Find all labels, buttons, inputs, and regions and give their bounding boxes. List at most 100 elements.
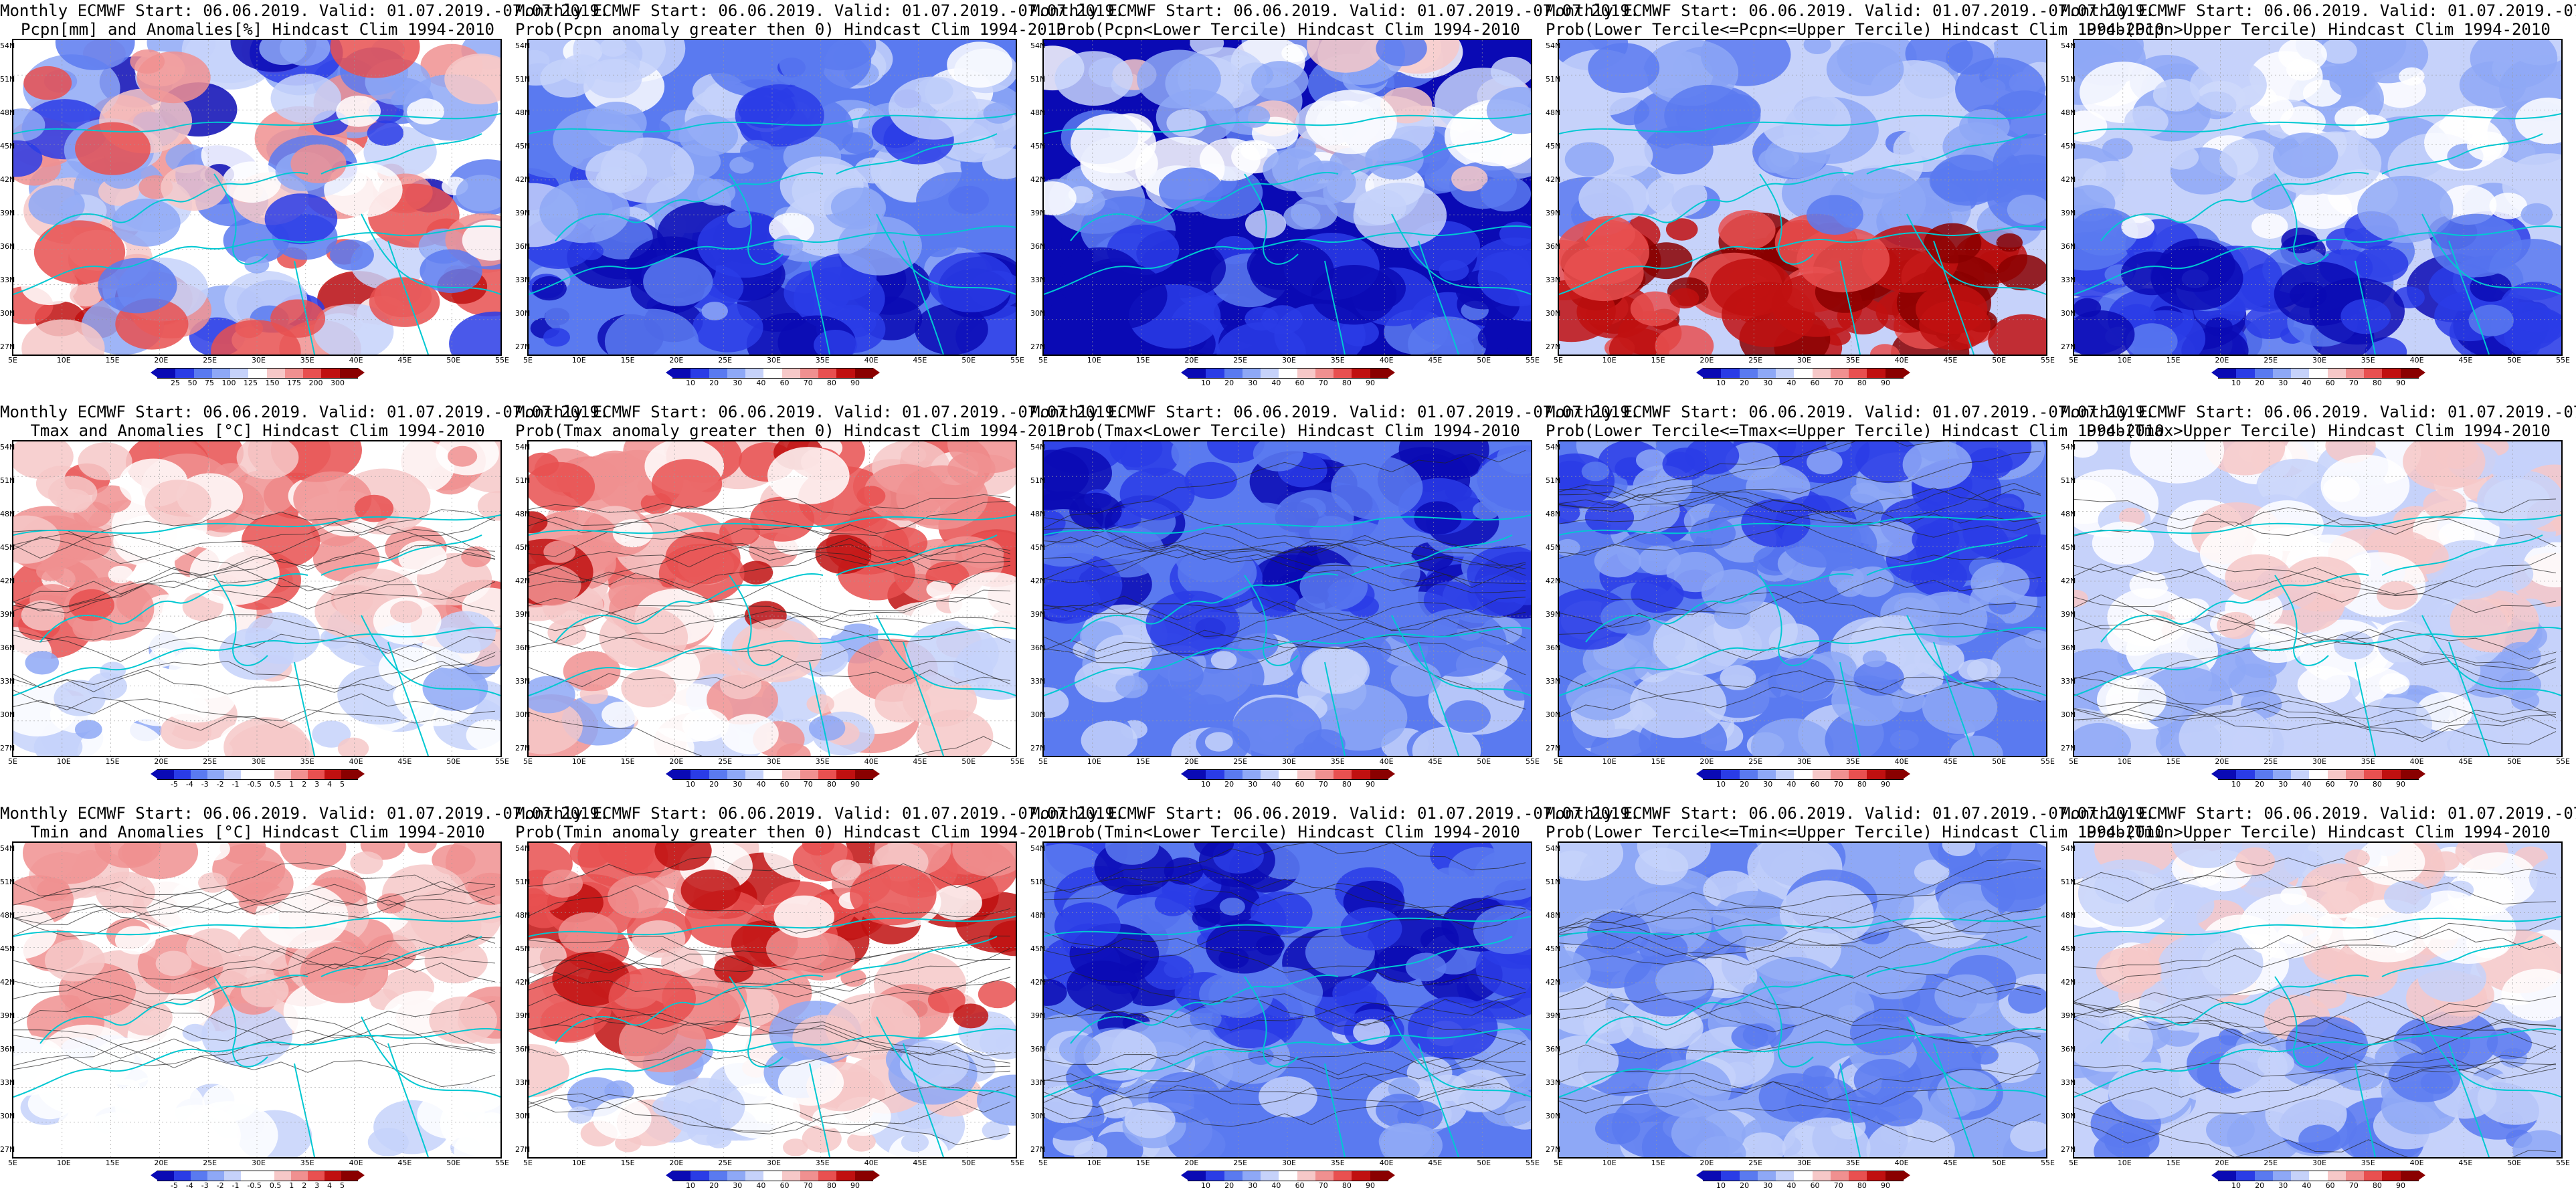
colorbar-segment: [1352, 368, 1370, 379]
field-blob: [931, 885, 982, 920]
lon-tick-label: 55E: [1010, 757, 1024, 766]
colorbar-segment: [2254, 1171, 2273, 1181]
field-blob: [1559, 950, 1591, 993]
contour-line: [1559, 908, 2041, 952]
lat-tick-label: 45N: [2061, 543, 2076, 552]
colorbar-segment: [1849, 1171, 1867, 1181]
lon-tick-label: 50E: [446, 356, 461, 365]
lat-tick-label: 45N: [1030, 142, 1046, 150]
contour-line: [13, 1017, 496, 1070]
field-blob: [98, 258, 177, 314]
field-blob: [228, 860, 294, 906]
colorbar-segment: [1206, 769, 1224, 780]
colorbar-segment: [1224, 1171, 1243, 1181]
field-blob: [2206, 1112, 2255, 1147]
field-blob: [189, 542, 280, 605]
field-blob: [1301, 646, 1368, 693]
colorbar-right-arrow: [1388, 1171, 1395, 1180]
field-blob: [1138, 653, 1204, 698]
lon-tick-label: 35E: [815, 1159, 830, 1167]
lat-tick-label: 30N: [2061, 309, 2076, 318]
coastline: [809, 1063, 830, 1157]
lat-tick-label: 48N: [515, 911, 531, 920]
field-blob: [2179, 704, 2274, 756]
colorbar-tick-label: 40: [1786, 1181, 1797, 1190]
panel-title: Monthly ECMWF Start: 06.06.2019. Valid: …: [1546, 1, 2165, 39]
lon-tick-label: 50E: [1477, 356, 1491, 365]
field-blob: [1408, 316, 1487, 355]
contour-line: [2074, 701, 2557, 722]
field-blob: [697, 179, 736, 206]
colorbar-segment: [836, 368, 855, 379]
coastline: [1559, 113, 2046, 134]
map-panel-r3c4: Monthly ECMWF Start: 06.06.2019. Valid: …: [1546, 803, 2165, 1204]
colorbar-ticks: -5 -4 -3 -2 -1 -0.5 0.5 1 2 3 4 5: [171, 780, 345, 789]
field-blob: [1252, 584, 1300, 617]
map-panel-r1c3: Monthly ECMWF Start: 06.06.2019. Valid: …: [1030, 0, 1639, 401]
field-blob: [293, 471, 372, 526]
field-blob: [460, 1043, 500, 1092]
lon-tick-label: 25E: [203, 757, 217, 766]
lon-tick-label: 5E: [1038, 757, 1048, 766]
coastline: [13, 1027, 500, 1098]
contour-line: [1044, 597, 1526, 631]
field-blob: [2286, 1016, 2369, 1074]
field-blob: [21, 319, 105, 355]
map-svg: [1559, 40, 2046, 355]
contour-line: [1044, 888, 1526, 959]
field-blob: [330, 40, 420, 78]
lon-tick-label: 10E: [1602, 356, 1617, 365]
colorbar-ticks: 10 20 30 40 60 70 80 90: [2231, 1181, 2405, 1190]
lon-tick-label: 35E: [1330, 757, 1345, 766]
colorbar-ticks: 25 50 75 100 125 150 175 200 300: [171, 379, 345, 387]
lon-tick-label: 40E: [1894, 1159, 1909, 1167]
colorbar-tick-label: 80: [826, 780, 836, 789]
lon-tick-label: 25E: [718, 356, 733, 365]
field-blob: [236, 441, 299, 480]
lon-tick-label: 10E: [571, 356, 586, 365]
colorbar-segment: [800, 368, 819, 379]
coastline: [1070, 974, 1339, 1044]
colorbar-segment: [258, 769, 274, 780]
colorbar-tick-label: 10: [1201, 379, 1210, 387]
field-blob: [678, 114, 739, 157]
lat-tick-label: 36N: [2061, 643, 2076, 652]
field-blob: [1911, 557, 1967, 596]
colorbar-tick-label: 40: [756, 780, 766, 789]
field-blob: [2340, 298, 2391, 334]
field-blob: [1768, 658, 1835, 705]
colorbar-tick-label: 30: [733, 1181, 743, 1190]
lat-tick-label: 33N: [1546, 677, 1561, 686]
colorbar-segment: [284, 368, 304, 379]
field-blob: [435, 611, 496, 654]
lon-tick-label: 5E: [523, 757, 533, 766]
colorbar-tick-label: 70: [2349, 1181, 2359, 1190]
lat-tick-label: 42N: [2061, 577, 2076, 585]
lat-tick-label: 51N: [1546, 75, 1561, 84]
field-blob: [882, 526, 928, 559]
lat-tick-label: 36N: [1030, 242, 1046, 251]
contour-line: [13, 660, 496, 695]
colorbar-right-arrow: [2418, 1171, 2425, 1180]
lon-tick-label: 10E: [1087, 1159, 1101, 1167]
lat-tick-label: 36N: [1546, 643, 1561, 652]
lon-tick-label: 20E: [669, 757, 684, 766]
field-blob: [543, 328, 570, 347]
contour-line: [2074, 597, 2557, 660]
colorbar-segment: [1370, 769, 1388, 780]
colorbar: [151, 368, 365, 379]
panel-title-line2: Prob(Tmin<Lower Tercile) Hindcast Clim 1…: [1056, 823, 1520, 841]
lat-tick-label: 45N: [2061, 944, 2076, 953]
colorbar-tick-label: 30: [1763, 1181, 1773, 1190]
colorbar-segment: [230, 368, 249, 379]
colorbar-segment: [1812, 1171, 1831, 1181]
field-blob: [2477, 470, 2561, 531]
colorbar-segment: [157, 368, 176, 379]
lat-tick-label: 27N: [1546, 342, 1561, 351]
field-blob: [300, 941, 389, 1003]
field-blob: [2074, 310, 2135, 355]
field-blob: [567, 1106, 593, 1124]
lat-tick-label: 45N: [515, 944, 531, 953]
field-blob: [456, 175, 500, 212]
colorbar-segment: [2218, 769, 2237, 780]
